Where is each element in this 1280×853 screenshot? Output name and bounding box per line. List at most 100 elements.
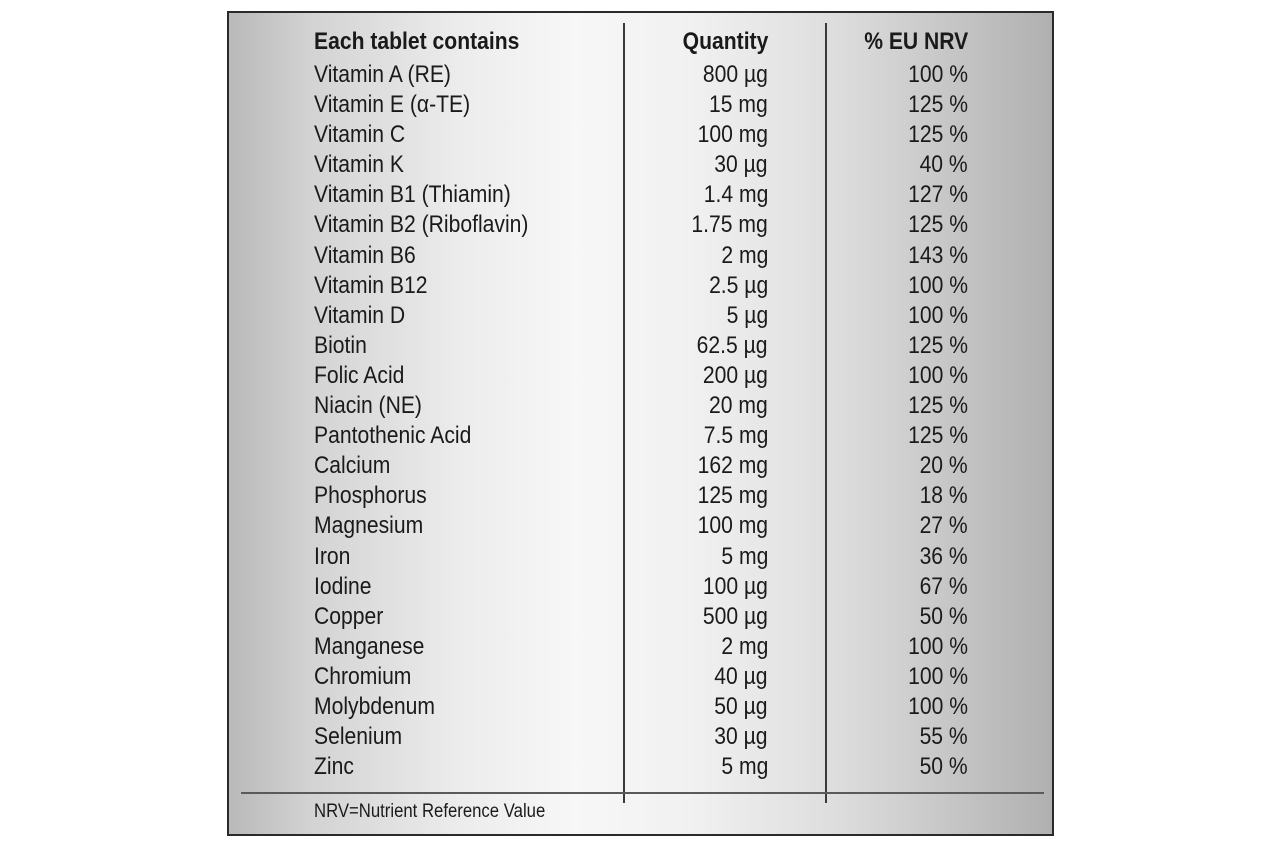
nutrient-nrv-percent: 100 % xyxy=(908,271,968,299)
header-quantity: Quantity xyxy=(682,28,768,55)
nutrient-quantity: 500 µg xyxy=(702,602,768,630)
nutrient-quantity: 200 µg xyxy=(702,361,768,389)
nutrient-nrv-percent: 40 % xyxy=(919,151,968,179)
table-row: Iodine 100 µg 67 % xyxy=(229,572,1052,602)
nutrient-nrv-percent: 125 % xyxy=(908,422,968,450)
nutrient-quantity: 2 mg xyxy=(721,632,768,660)
table-row: Vitamin A (RE) 800 µg 100 % xyxy=(229,60,1052,90)
nutrient-quantity: 800 µg xyxy=(702,61,768,88)
table-row: Copper 500 µg 50 % xyxy=(229,602,1052,632)
header-name: Each tablet contains xyxy=(314,28,520,55)
nutrient-name: Vitamin B2 (Riboflavin) xyxy=(314,211,529,239)
table-row: Folic Acid 200 µg 100 % xyxy=(229,361,1052,391)
nutrient-nrv-percent: 36 % xyxy=(919,542,968,570)
nutrient-name: Phosphorus xyxy=(314,482,427,510)
nutrient-name: Molybdenum xyxy=(314,692,435,720)
nutrient-nrv-percent: 27 % xyxy=(919,512,968,540)
nutrient-quantity: 100 mg xyxy=(697,512,768,540)
nutrient-quantity: 20 mg xyxy=(709,392,768,420)
nutrient-quantity: 40 µg xyxy=(714,662,768,690)
nutrient-name: Biotin xyxy=(314,331,367,359)
nutrient-name: Niacin (NE) xyxy=(314,392,422,420)
table-row: Magnesium 100 mg 27 % xyxy=(229,511,1052,541)
nutrient-quantity: 2.5 µg xyxy=(708,271,768,299)
nutrient-nrv-percent: 100 % xyxy=(908,361,968,389)
nutrient-name: Calcium xyxy=(314,452,391,480)
nutrient-name: Vitamin B1 (Thiamin) xyxy=(314,181,511,209)
nutrient-quantity: 2 mg xyxy=(721,241,768,269)
nutrient-name: Magnesium xyxy=(314,512,424,540)
table-row: Molybdenum 50 µg 100 % xyxy=(229,692,1052,722)
nutrient-quantity: 62.5 µg xyxy=(697,331,768,359)
table-row: Vitamin C 100 mg 125 % xyxy=(229,120,1052,150)
table-row: Selenium 30 µg 55 % xyxy=(229,722,1052,752)
table-row: Pantothenic Acid 7.5 mg 125 % xyxy=(229,421,1052,451)
nutrient-quantity: 30 µg xyxy=(714,723,768,751)
table-row: Vitamin K 30 µg 40 % xyxy=(229,150,1052,180)
nutrient-name: Iron xyxy=(314,542,351,570)
table-row: Zinc 5 mg 50 % xyxy=(229,752,1052,782)
nutrient-name: Folic Acid xyxy=(314,361,405,389)
nutrient-nrv-percent: 125 % xyxy=(908,392,968,420)
table-row: Vitamin E (α-TE) 15 mg 125 % xyxy=(229,90,1052,120)
nutrient-quantity: 50 µg xyxy=(714,692,768,720)
table-row: Vitamin D 5 µg 100 % xyxy=(229,301,1052,331)
nutrient-name: Vitamin C xyxy=(314,121,406,149)
nutrient-name: Iodine xyxy=(314,572,372,600)
nutrient-quantity: 5 mg xyxy=(721,542,768,570)
nutrient-nrv-percent: 20 % xyxy=(919,452,968,480)
nutrient-nrv-percent: 55 % xyxy=(919,723,968,751)
table-row: Chromium 40 µg 100 % xyxy=(229,662,1052,692)
table-body: Vitamin A (RE) 800 µg 100 % Vitamin E (α-TE… xyxy=(229,60,1052,782)
nutrient-name: Vitamin B6 xyxy=(314,241,416,269)
nutrient-quantity: 1.75 mg xyxy=(691,211,768,239)
nutrition-table-panel: Each tablet contains Quantity % EU NRV V… xyxy=(227,11,1054,836)
footnote-divider xyxy=(241,792,1044,794)
table-row: Vitamin B1 (Thiamin) 1.4 mg 127 % xyxy=(229,180,1052,210)
nutrient-nrv-percent: 100 % xyxy=(908,632,968,660)
nutrient-name: Pantothenic Acid xyxy=(314,422,472,450)
nutrient-nrv-percent: 100 % xyxy=(908,662,968,690)
table-row: Biotin 62.5 µg 125 % xyxy=(229,331,1052,361)
nutrient-nrv-percent: 125 % xyxy=(908,331,968,359)
nutrient-quantity: 100 mg xyxy=(697,121,768,149)
nutrient-quantity: 5 µg xyxy=(726,301,768,329)
nutrient-name: Copper xyxy=(314,602,384,630)
nutrient-quantity: 162 mg xyxy=(697,452,768,480)
nutrient-name: Selenium xyxy=(314,723,403,751)
nutrient-nrv-percent: 100 % xyxy=(908,61,968,88)
nutrient-quantity: 7.5 mg xyxy=(703,422,768,450)
nutrient-name: Vitamin E (α-TE) xyxy=(314,91,471,119)
nutrient-nrv-percent: 18 % xyxy=(919,482,968,510)
nutrient-name: Vitamin A (RE) xyxy=(314,61,451,88)
nutrient-nrv-percent: 67 % xyxy=(919,572,968,600)
nutrient-nrv-percent: 100 % xyxy=(908,692,968,720)
column-divider-nrv xyxy=(825,23,827,803)
table-row: Vitamin B12 2.5 µg 100 % xyxy=(229,271,1052,301)
nutrient-quantity: 5 mg xyxy=(721,753,768,781)
table-row: Niacin (NE) 20 mg 125 % xyxy=(229,391,1052,421)
column-divider-quantity xyxy=(623,23,625,803)
nutrient-nrv-percent: 125 % xyxy=(908,121,968,149)
nutrient-nrv-percent: 125 % xyxy=(908,211,968,239)
table-row: Manganese 2 mg 100 % xyxy=(229,632,1052,662)
footnote: NRV=Nutrient Reference Value xyxy=(314,801,546,822)
nutrient-nrv-percent: 50 % xyxy=(919,602,968,630)
nutrient-name: Vitamin B12 xyxy=(314,271,428,299)
table-row: Calcium 162 mg 20 % xyxy=(229,451,1052,481)
table-row: Vitamin B6 2 mg 143 % xyxy=(229,241,1052,271)
nutrient-nrv-percent: 50 % xyxy=(919,753,968,781)
nutrient-quantity: 30 µg xyxy=(714,151,768,179)
nutrient-nrv-percent: 127 % xyxy=(908,181,968,209)
nutrient-name: Vitamin K xyxy=(314,151,405,179)
table-row: Phosphorus 125 mg 18 % xyxy=(229,481,1052,511)
table-row: Iron 5 mg 36 % xyxy=(229,542,1052,572)
nutrient-nrv-percent: 125 % xyxy=(908,91,968,119)
table-header: Each tablet contains Quantity % EU NRV xyxy=(229,26,1052,58)
header-nrv: % EU NRV xyxy=(863,28,968,55)
nutrient-name: Manganese xyxy=(314,632,425,660)
table-row: Vitamin B2 (Riboflavin) 1.75 mg 125 % xyxy=(229,210,1052,240)
nutrient-name: Chromium xyxy=(314,662,412,690)
nutrient-name: Zinc xyxy=(314,753,354,781)
nutrient-name: Vitamin D xyxy=(314,301,406,329)
